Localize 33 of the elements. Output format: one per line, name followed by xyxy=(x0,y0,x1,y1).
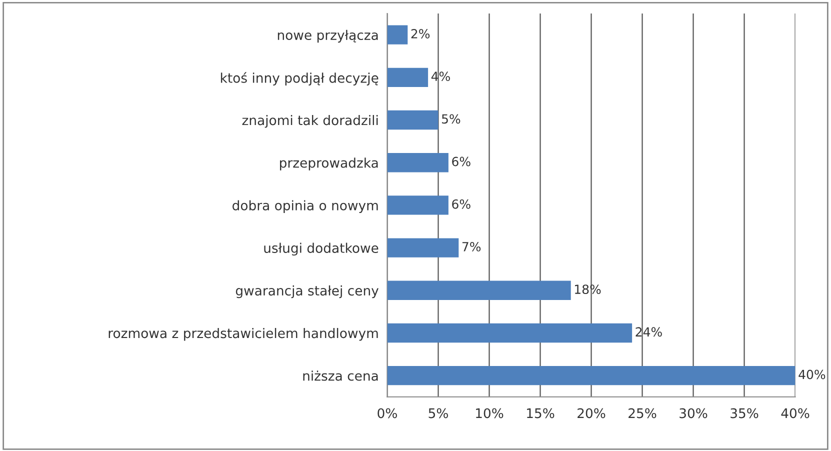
x-tick-label: 30% xyxy=(680,408,708,418)
y-tick-label: usługi dodatkowe xyxy=(264,242,378,256)
x-tick-label: 5% xyxy=(428,408,448,418)
x-tick-label: 10% xyxy=(476,408,504,418)
y-tick-label: znajomi tak doradzili xyxy=(242,115,378,128)
y-tick-label: rozmowa z przedstawicielem handlowym xyxy=(108,328,378,341)
bar xyxy=(387,110,438,130)
x-tick-label: 15% xyxy=(527,408,554,418)
bar xyxy=(387,25,408,44)
x-tick-label: 40% xyxy=(781,408,810,418)
data-label: 6% xyxy=(452,156,470,166)
y-tick-label: przeprowadzka xyxy=(280,158,378,170)
x-tick-label: 35% xyxy=(730,408,758,418)
x-tick-label: 25% xyxy=(628,408,656,418)
bar xyxy=(387,323,632,343)
bar xyxy=(387,366,796,386)
data-label: 6% xyxy=(452,199,470,209)
bar xyxy=(387,238,459,258)
x-tick-label: 20% xyxy=(578,408,606,418)
y-tick-label: nowe przyłącza xyxy=(278,30,378,43)
y-tick-label: gwarancja stałej ceny xyxy=(236,285,379,298)
bar xyxy=(387,153,448,172)
data-label: 40% xyxy=(798,370,826,380)
y-tick-label: niższa cena xyxy=(303,370,378,381)
x-tick-label: 0% xyxy=(378,408,397,418)
bar xyxy=(387,196,448,215)
data-label: 2% xyxy=(411,29,430,38)
data-label: 5% xyxy=(442,114,460,124)
y-tick-label: ktoś inny podjął decyzję xyxy=(220,72,378,86)
bar xyxy=(387,68,428,88)
y-tick-label: dobra opinia o nowym xyxy=(232,200,378,213)
data-label: 7% xyxy=(462,242,481,252)
bar xyxy=(387,280,571,300)
